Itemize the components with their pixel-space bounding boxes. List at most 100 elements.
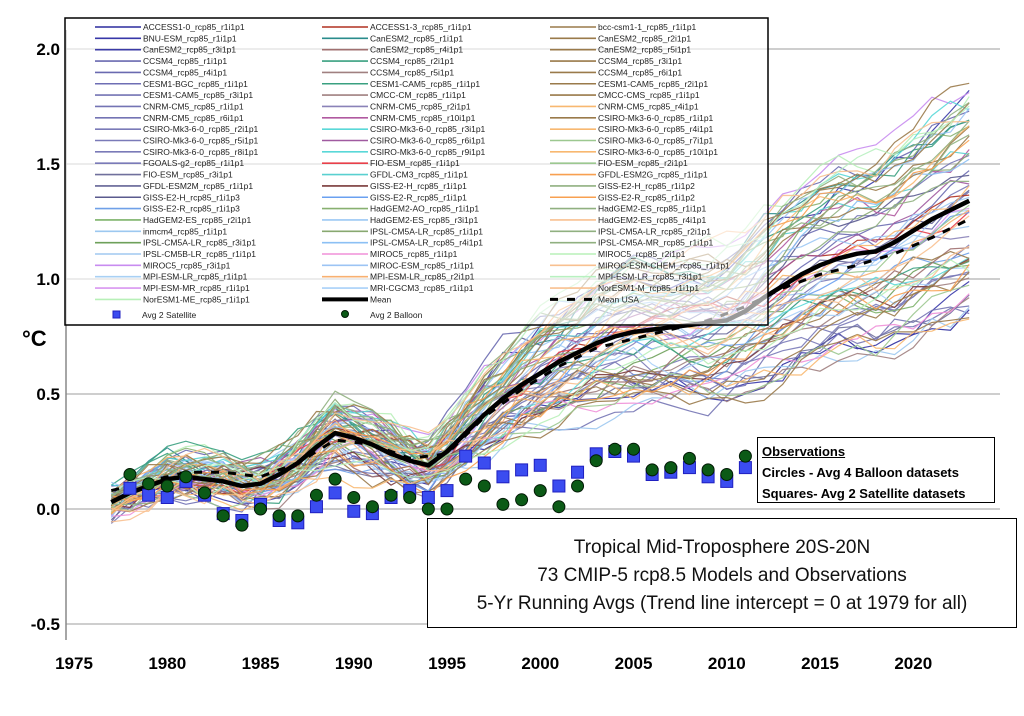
legend-entry: GISS-E2-H_rcp85_r1i1p2: [598, 181, 695, 191]
legend-entry: CSIRO-Mk3-6-0_rcp85_r6i1p1: [370, 136, 486, 146]
legend-entry: ACCESS1-3_rcp85_r1i1p1: [370, 22, 472, 32]
balloon-point: [291, 509, 305, 523]
legend-entry: FIO-ESM_rcp85_r1i1p1: [370, 158, 460, 168]
model-line: [111, 264, 970, 502]
model-line: [111, 134, 970, 506]
legend-entry: bcc-csm1-1_rcp85_r1i1p1: [598, 22, 697, 32]
legend-entry: CCSM4_rcp85_r2i1p1: [370, 56, 454, 66]
x-tick-label: 1980: [148, 654, 186, 673]
satellite-point: [533, 458, 547, 472]
legend-entry: MIROC5_rcp85_r1i1p1: [370, 249, 458, 259]
balloon-point: [459, 472, 473, 486]
y-tick-label: -0.5: [31, 615, 60, 634]
observations-heading: Observations: [762, 444, 846, 459]
satellite-point: [421, 491, 435, 504]
model-line: [111, 317, 970, 513]
model-line: [111, 293, 970, 517]
balloon-point: [738, 449, 752, 463]
legend-entry: IPSL-CM5A-LR_rcp85_r1i1p1: [370, 226, 483, 236]
legend-entry: MIROC5_rcp85_r2i1p1: [598, 249, 686, 259]
legend-entry: MPI-ESM-LR_rcp85_r3i1p1: [598, 272, 703, 282]
legend-entry: CSIRO-Mk3-6-0_rcp85_r7i1p1: [598, 136, 714, 146]
model-line: [111, 151, 970, 508]
chart-subtitle-2: 5-Yr Running Avgs (Trend line intercept …: [476, 593, 968, 614]
x-tick-label: 2015: [801, 654, 839, 673]
legend-entry: HadGEM2-ES_rcp85_r2i1p1: [143, 215, 251, 225]
model-line: [111, 284, 970, 512]
legend-entry: CCSM4_rcp85_r5i1p1: [370, 67, 454, 77]
legend-entry-satellite: Avg 2 Satellite: [142, 310, 196, 320]
model-line: [110, 180, 970, 498]
balloon-point: [309, 488, 323, 502]
legend-entry: CSIRO-Mk3-6-0_rcp85_r5i1p1: [143, 136, 259, 146]
legend-entry: CanESM2_rcp85_r1i1p1: [370, 33, 463, 43]
model-line: [111, 215, 970, 523]
legend-entry: IPSL-CM5A-LR_rcp85_r2i1p1: [598, 226, 711, 236]
y-tick-label: 0.0: [36, 500, 60, 519]
legend-entry: MIROC5_rcp85_r3i1p1: [143, 260, 231, 270]
legend-entry: CCSM4_rcp85_r1i1p1: [143, 56, 227, 66]
legend-entry: GISS-E2-R_rcp85_r1i1p2: [598, 192, 695, 202]
legend-entry: CESM1-BGC_rcp85_r1i1p1: [143, 79, 248, 89]
legend-entry: CanESM2_rcp85_r3i1p1: [143, 45, 236, 55]
legend-entry: HadGEM2-ES_rcp85_r4i1p1: [598, 215, 706, 225]
balloon-point: [254, 502, 267, 516]
balloon-point: [384, 488, 398, 502]
legend-entry: CCSM4_rcp85_r3i1p1: [598, 56, 682, 66]
balloon-point: [533, 484, 547, 498]
model-line: [111, 258, 970, 509]
x-tick-label: 2005: [615, 654, 653, 673]
balloon-point: [645, 463, 659, 477]
model-line: [110, 267, 970, 510]
legend-entry: FGOALS-g2_rcp85_r1i1p1: [143, 158, 244, 168]
chart-title-box: Tropical Mid-Troposphere 20S-20N 73 CMIP…: [427, 518, 1017, 628]
satellite-point: [160, 491, 174, 504]
balloon-point: [216, 509, 230, 523]
series-layer: [110, 198, 971, 532]
model-line: [111, 244, 970, 510]
legend-marker-satellite: [112, 310, 121, 319]
balloon-point: [235, 518, 249, 532]
satellite-point: [571, 465, 585, 479]
legend-entry: CNRM-CM5_rcp85_r2i1p1: [370, 101, 471, 111]
legend-entry: CESM1-CAM5_rcp85_r3i1p1: [143, 90, 253, 100]
balloon-point: [160, 479, 174, 493]
satellite-point: [738, 461, 752, 475]
legend-entry: CNRM-CM5_rcp85_r1i1p1: [143, 101, 244, 111]
legend-entry: GFDL-CM3_rcp85_r1i1p1: [370, 170, 468, 180]
legend-entry: HadGEM2-ES_rcp85_r1i1p1: [598, 204, 706, 214]
legend-entry: MPI-ESM-LR_rcp85_r1i1p1: [143, 272, 248, 282]
legend-entry: CESM1-CAM5_rcp85_r1i1p1: [370, 79, 480, 89]
balloon-point: [515, 493, 529, 507]
legend-entry: MRI-CGCM3_rcp85_r1i1p1: [370, 283, 474, 293]
legend-entry: FIO-ESM_rcp85_r3i1p1: [143, 170, 233, 180]
balloon-point: [627, 442, 640, 456]
balloon-point: [720, 468, 734, 481]
legend-entry: MPI-ESM-LR_rcp85_r2i1p1: [370, 272, 475, 282]
satellite-point: [496, 470, 510, 484]
satellite-point: [328, 486, 342, 500]
legend-box: [64, 17, 769, 326]
balloon-point: [272, 509, 286, 523]
legend-entry: GFDL-ESM2G_rcp85_r1i1p1: [598, 170, 708, 180]
model-line: [111, 259, 970, 505]
balloon-point: [682, 451, 696, 465]
legend-entry: HadGEM2-AO_rcp85_r1i1p1: [370, 204, 479, 214]
satellite-point: [347, 504, 361, 518]
legend-entry: CSIRO-Mk3-6-0_rcp85_r9i1p1: [370, 147, 486, 157]
legend-entry: CSIRO-Mk3-6-0_rcp85_r1i1p1: [598, 113, 714, 123]
legend-entry: IPSL-CM5A-LR_rcp85_r4i1p1: [370, 238, 483, 248]
legend-entry: CSIRO-Mk3-6-0_rcp85_r2i1p1: [143, 124, 259, 134]
legend-entry-balloon: Avg 2 Balloon: [370, 310, 423, 320]
y-tick-label: 1.5: [36, 155, 60, 174]
legend-entry: FIO-ESM_rcp85_r2i1p1: [598, 158, 688, 168]
legend-entry: IPSL-CM5A-LR_rcp85_r3i1p1: [143, 238, 256, 248]
legend-entry: GISS-E2-H_rcp85_r1i1p3: [143, 192, 240, 202]
x-tick-label: 1995: [428, 654, 466, 673]
y-tick-label: 0.5: [36, 385, 60, 404]
legend-entry: CCSM4_rcp85_r4i1p1: [143, 67, 227, 77]
legend-entry: MIROC-ESM-CHEM_rcp85_r1i1p1: [598, 260, 730, 270]
x-tick-label: 1975: [55, 654, 93, 673]
legend-entry: MIROC-ESM_rcp85_r1i1p1: [370, 260, 474, 270]
legend-entry: CNRM-CM5_rcp85_r6i1p1: [143, 113, 244, 123]
